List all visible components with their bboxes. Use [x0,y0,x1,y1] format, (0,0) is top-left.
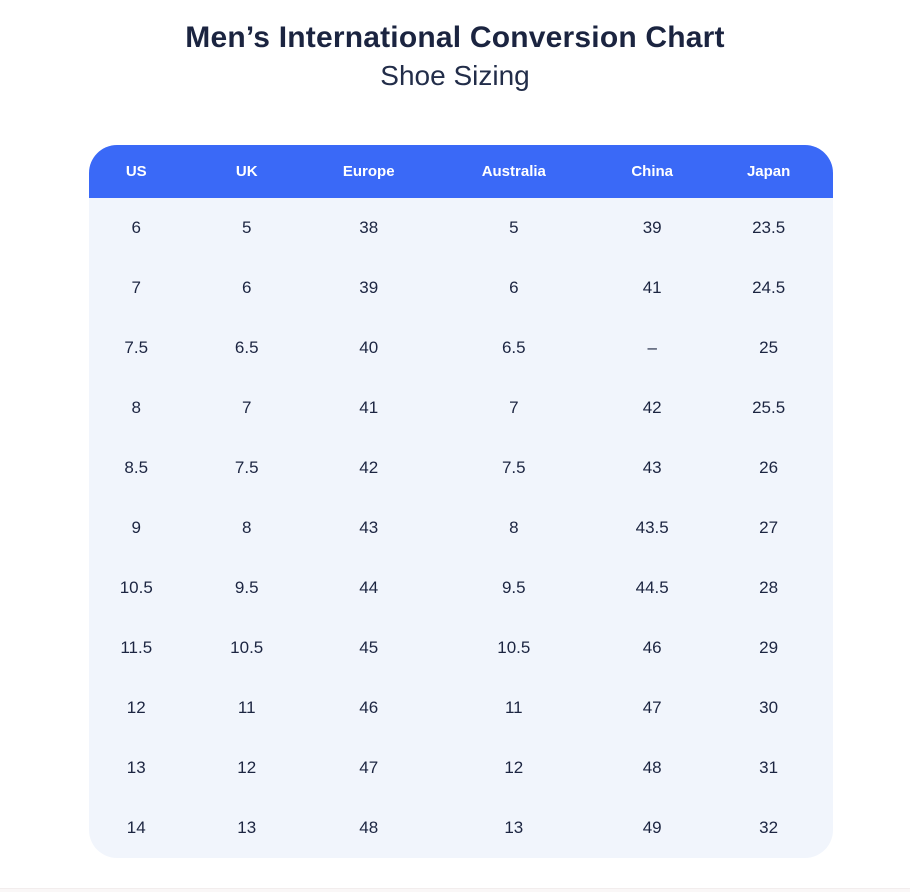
table-cell: 47 [359,758,379,777]
table-cell: 42 [642,398,662,417]
table-cell: 29 [759,638,779,657]
table-cell: 31 [759,758,779,777]
table-cell: 45 [359,638,379,657]
table-cell: 8 [509,518,519,537]
table-cell: 10.5 [497,638,531,657]
table-cell: 7.5 [234,458,259,477]
table-cell: 26 [759,458,779,477]
table-cell: 32 [759,818,779,837]
column-header-us: US [125,163,147,180]
table-header-row: US UK Europe Australia China Japan [89,145,833,198]
table-row: 7.5 6.5 40 6.5 – 25 [89,318,833,378]
table-cell: 6 [131,218,141,237]
table-cell: 48 [642,758,662,777]
column-header-uk: UK [235,163,258,180]
table-row: 14 13 48 13 49 32 [89,798,833,858]
table-row: 8.5 7.5 42 7.5 43 26 [89,438,833,498]
conversion-table: US UK Europe Australia China Japan 6 5 38 5 39 23.… [89,145,833,858]
table-cell: 25.5 [752,398,786,417]
table-cell: – [647,338,657,357]
table-cell: 11 [237,698,256,717]
table-cell: 28 [759,578,779,597]
table-cell: 12 [126,698,146,717]
table-cell: 13 [237,818,257,837]
table-cell: 10.5 [119,578,153,597]
table-cell: 27 [759,518,779,537]
table-cell: 9.5 [501,578,526,597]
table-cell: 7.5 [501,458,526,477]
table-cell: 41 [359,398,379,417]
table-cell: 7.5 [124,338,149,357]
table-cell: 42 [359,458,379,477]
table-cell: 14 [126,818,146,837]
table-cell: 10.5 [230,638,264,657]
page-title: Men’s International Conversion Chart [185,21,725,54]
table-cell: 44 [359,578,379,597]
page-subtitle: Shoe Sizing [380,60,530,91]
table-cell: 38 [359,218,379,237]
table-cell: 5 [241,218,252,237]
column-header-japan: Japan [746,163,791,180]
table-cell: 8 [131,398,141,417]
table-cell: 47 [642,698,662,717]
table-cell: 6 [241,278,252,297]
table-cell: 49 [642,818,662,837]
column-header-europe: Europe [342,163,395,180]
table-cell: 6.5 [501,338,526,357]
table-cell: 41 [642,278,662,297]
table-body: 6 5 38 5 39 23.5 7 6 39 6 41 24.5 7.5 6.5 40 6.5 – 25 8 7 41… [89,198,833,858]
table-cell: 5 [509,218,519,237]
table-row: 12 11 46 11 47 30 [89,678,833,738]
table-cell: 9 [131,518,141,537]
table-cell: 6.5 [234,338,259,357]
table-cell: 8.5 [124,458,149,477]
table-cell: 11 [504,698,523,717]
table-cell: 46 [642,638,662,657]
table-cell: 43.5 [635,518,669,537]
table-cell: 39 [359,278,379,297]
table-cell: 48 [359,818,379,837]
conversion-table-container: US UK Europe Australia China Japan 6 5 38 5 39 23.… [89,145,833,858]
table-cell: 12 [504,758,524,777]
table-row: 11.5 10.5 45 10.5 46 29 [89,618,833,678]
table-cell: 12 [237,758,257,777]
table-cell: 23.5 [752,218,786,237]
table-cell: 13 [126,758,146,777]
table-row: 6 5 38 5 39 23.5 [89,198,833,258]
table-cell: 43 [642,458,662,477]
table-cell: 43 [359,518,379,537]
table-cell: 7 [131,278,141,297]
table-cell: 13 [504,818,524,837]
table-row: 9 8 43 8 43.5 27 [89,498,833,558]
table-row: 10.5 9.5 44 9.5 44.5 28 [89,558,833,618]
table-cell: 30 [759,698,779,717]
table-header: US UK Europe Australia China Japan [89,145,833,198]
table-cell: 39 [642,218,662,237]
table-cell: 6 [509,278,519,297]
table-row: 13 12 47 12 48 31 [89,738,833,798]
table-cell: 24.5 [752,278,786,297]
table-cell: 40 [359,338,379,357]
column-header-australia: Australia [481,163,546,180]
table-cell: 46 [359,698,379,717]
table-cell: 8 [241,518,252,537]
page-bottom-edge [0,888,910,892]
table-cell: 7 [241,398,252,417]
column-header-china: China [631,163,673,180]
table-row: 7 6 39 6 41 24.5 [89,258,833,318]
table-cell: 7 [509,398,519,417]
table-cell: 11.5 [120,638,153,657]
table-row: 8 7 41 7 42 25.5 [89,378,833,438]
table-cell: 25 [759,338,779,357]
table-cell: 44.5 [635,578,669,597]
table-cell: 9.5 [234,578,259,597]
